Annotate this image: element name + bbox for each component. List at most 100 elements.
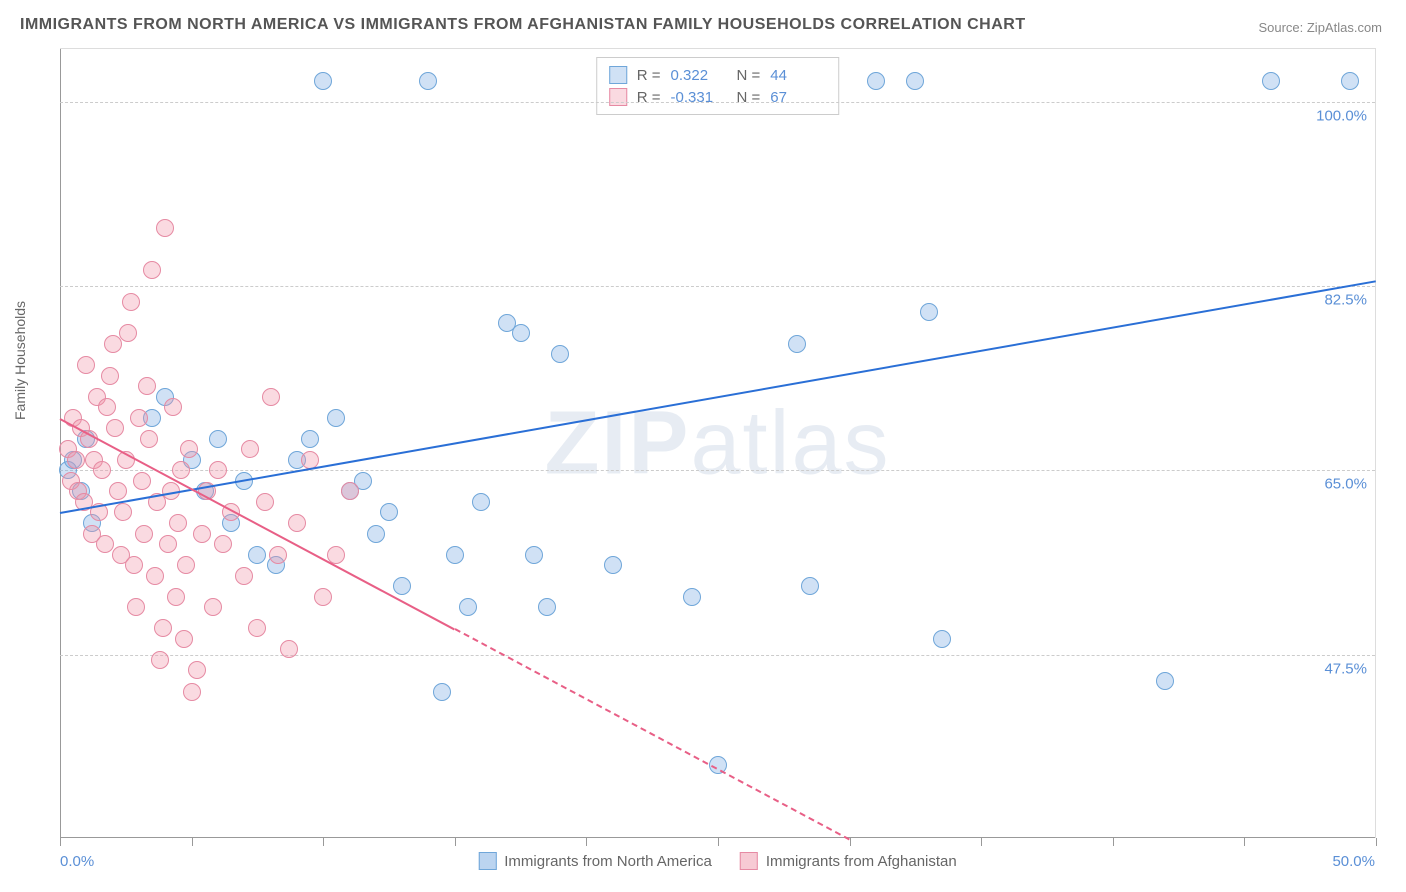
scatter-point — [104, 335, 122, 353]
scatter-point — [188, 661, 206, 679]
scatter-point — [130, 409, 148, 427]
scatter-point — [525, 546, 543, 564]
scatter-point — [77, 356, 95, 374]
scatter-point — [269, 546, 287, 564]
scatter-point — [101, 367, 119, 385]
n-value: 44 — [770, 67, 826, 84]
legend-swatch — [609, 88, 627, 106]
scatter-point — [512, 324, 530, 342]
chart-title: IMMIGRANTS FROM NORTH AMERICA VS IMMIGRA… — [20, 16, 1026, 34]
scatter-point — [538, 598, 556, 616]
correlation-legend: R =0.322N =44R =-0.331N =67 — [596, 57, 840, 115]
scatter-point — [327, 546, 345, 564]
x-axis-label-max: 50.0% — [1332, 853, 1375, 870]
r-label: R = — [637, 67, 661, 84]
legend-item: Immigrants from North America — [478, 852, 712, 870]
scatter-point — [133, 472, 151, 490]
scatter-point — [138, 377, 156, 395]
legend-swatch — [478, 852, 496, 870]
gridline — [60, 655, 1375, 656]
scatter-point — [248, 546, 266, 564]
scatter-point — [314, 588, 332, 606]
legend-swatch — [609, 66, 627, 84]
scatter-point — [172, 461, 190, 479]
scatter-point — [1156, 672, 1174, 690]
scatter-point — [146, 567, 164, 585]
scatter-point — [122, 293, 140, 311]
y-axis-label: Family Households — [12, 301, 28, 420]
scatter-point — [209, 430, 227, 448]
scatter-point — [933, 630, 951, 648]
scatter-point — [140, 430, 158, 448]
scatter-point — [209, 461, 227, 479]
scatter-point — [177, 556, 195, 574]
scatter-point — [151, 651, 169, 669]
scatter-point — [327, 409, 345, 427]
x-tick — [586, 838, 587, 846]
x-tick — [323, 838, 324, 846]
scatter-point — [248, 619, 266, 637]
x-tick — [192, 838, 193, 846]
scatter-point — [604, 556, 622, 574]
scatter-point — [867, 72, 885, 90]
scatter-point — [906, 72, 924, 90]
r-value: 0.322 — [671, 67, 727, 84]
scatter-point — [183, 683, 201, 701]
scatter-point — [280, 640, 298, 658]
chart-plot-area: ZIPatlas 0.0% 50.0% R =0.322N =44R =-0.3… — [60, 48, 1376, 838]
scatter-point — [154, 619, 172, 637]
n-label: N = — [737, 67, 761, 84]
scatter-point — [551, 345, 569, 363]
scatter-point — [93, 461, 111, 479]
n-value: 67 — [770, 89, 826, 106]
r-label: R = — [637, 89, 661, 106]
scatter-point — [683, 588, 701, 606]
legend-row: R =-0.331N =67 — [609, 86, 827, 108]
scatter-point — [193, 525, 211, 543]
scatter-point — [459, 598, 477, 616]
scatter-point — [920, 303, 938, 321]
scatter-point — [169, 514, 187, 532]
scatter-point — [119, 324, 137, 342]
r-value: -0.331 — [671, 89, 727, 106]
source-attribution: Source: ZipAtlas.com — [1258, 20, 1382, 35]
scatter-point — [241, 440, 259, 458]
scatter-point — [109, 482, 127, 500]
x-axis-label-min: 0.0% — [60, 853, 94, 870]
scatter-point — [156, 219, 174, 237]
scatter-point — [367, 525, 385, 543]
scatter-point — [788, 335, 806, 353]
scatter-point — [256, 493, 274, 511]
scatter-point — [288, 514, 306, 532]
scatter-point — [214, 535, 232, 553]
scatter-point — [180, 440, 198, 458]
x-tick — [718, 838, 719, 846]
scatter-point — [204, 598, 222, 616]
trendline — [60, 281, 1376, 515]
scatter-point — [1341, 72, 1359, 90]
x-tick — [1244, 838, 1245, 846]
legend-swatch — [740, 852, 758, 870]
gridline — [60, 102, 1375, 103]
y-gridlabel: 47.5% — [1324, 660, 1367, 677]
legend-item: Immigrants from Afghanistan — [740, 852, 957, 870]
scatter-point — [127, 598, 145, 616]
scatter-point — [167, 588, 185, 606]
scatter-point — [262, 388, 280, 406]
scatter-point — [235, 567, 253, 585]
x-tick — [1113, 838, 1114, 846]
scatter-point — [135, 525, 153, 543]
gridline — [60, 286, 1375, 287]
x-tick — [60, 838, 61, 846]
scatter-point — [801, 577, 819, 595]
scatter-point — [301, 430, 319, 448]
series-legend: Immigrants from North America Immigrants … — [478, 852, 956, 870]
scatter-point — [433, 683, 451, 701]
legend-row: R = 0.322 N = 44 — [609, 64, 827, 86]
legend-label: Immigrants from North America — [504, 853, 712, 870]
x-tick — [981, 838, 982, 846]
scatter-point — [472, 493, 490, 511]
scatter-point — [175, 630, 193, 648]
y-gridlabel: 82.5% — [1324, 292, 1367, 309]
scatter-point — [314, 72, 332, 90]
